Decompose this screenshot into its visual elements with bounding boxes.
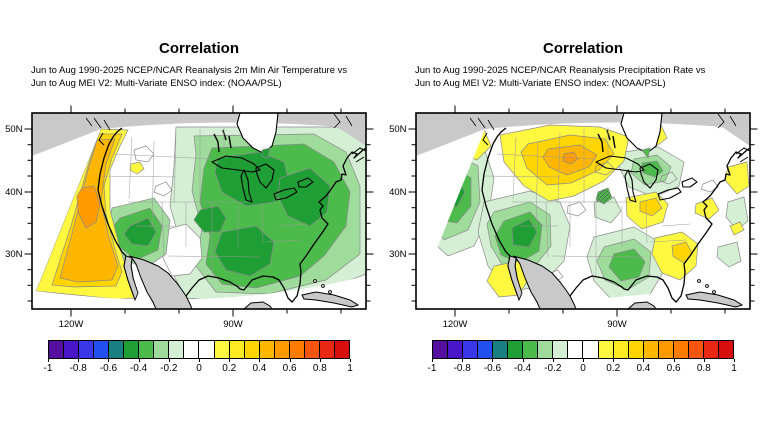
panel-title-precipitation: Correlation: [542, 40, 623, 57]
svg-text:120W: 120W: [59, 319, 84, 330]
subtitle-line-1: Jun to Aug 1990-2025 NCEP/NCAR Reanalysi…: [31, 65, 348, 76]
colorbar-gradient: [48, 340, 350, 360]
correlation-map-temperature: 50N 40N 30N 120W 90W: [5, 105, 374, 330]
svg-text:90W: 90W: [223, 319, 243, 330]
svg-text:90W: 90W: [607, 319, 627, 330]
svg-text:120W: 120W: [443, 319, 468, 330]
axis-ticks: 50N 40N 30N 120W 90W: [389, 105, 758, 330]
subtitle-line-2: Jun to Aug MEI V2: Multi-Variate ENSO in…: [415, 77, 666, 89]
colorbar-temperature: -1 -0.8 -0.6 -0.4 -0.2 0 0.2 0.4 0.6 0.8 1: [44, 340, 353, 376]
plot-frame: [415, 112, 751, 310]
panel-temperature: Correlation Jun to Aug 1990-2025 NCEP/NC…: [0, 0, 384, 376]
colorbar-precipitation: -1 -0.8 -0.6 -0.4 -0.2 0 0.2 0.4 0.6 0.8 1: [428, 340, 737, 376]
subtitle-line-2: Jun to Aug MEI V2: Multi-Variate ENSO in…: [31, 77, 282, 89]
contour-fill-layer: [36, 126, 366, 300]
svg-text:30N: 30N: [5, 249, 23, 260]
plot-frame: [31, 112, 367, 310]
svg-text:50N: 50N: [389, 124, 407, 135]
contour-accent-layer: [261, 147, 271, 159]
panel-title-temperature: Correlation: [158, 40, 239, 57]
colorbar-tick-labels: -1 -0.8 -0.6 -0.4 -0.2 0 0.2 0.4 0.6 0.8 1: [44, 359, 353, 376]
svg-text:40N: 40N: [389, 187, 407, 198]
colorbar-tick-labels: -1 -0.8 -0.6 -0.4 -0.2 0 0.2 0.4 0.6 0.8 1: [428, 359, 737, 376]
colorbar-gradient: [432, 340, 734, 360]
svg-text:30N: 30N: [389, 249, 407, 260]
svg-text:50N: 50N: [5, 124, 23, 135]
panel-precipitation: Correlation Jun to Aug 1990-2025 NCEP/NC…: [384, 0, 768, 376]
subtitle-line-1: Jun to Aug 1990-2025 NCEP/NCAR Reanalysi…: [415, 65, 706, 76]
panel-subtitle-temperature: Jun to Aug 1990-2025 NCEP/NCAR Reanalysi…: [31, 65, 384, 90]
contour-fill-layer: [420, 124, 750, 300]
figure-canvas: Correlation Jun to Aug 1990-2025 NCEP/NC…: [0, 0, 768, 376]
panel-subtitle-precipitation: Jun to Aug 1990-2025 NCEP/NCAR Reanalysi…: [415, 65, 768, 90]
correlation-map-precipitation: 50N 40N 30N 120W 90W: [389, 105, 758, 330]
svg-text:40N: 40N: [5, 187, 23, 198]
axis-ticks: 50N 40N 30N 120W 90W: [5, 105, 374, 330]
